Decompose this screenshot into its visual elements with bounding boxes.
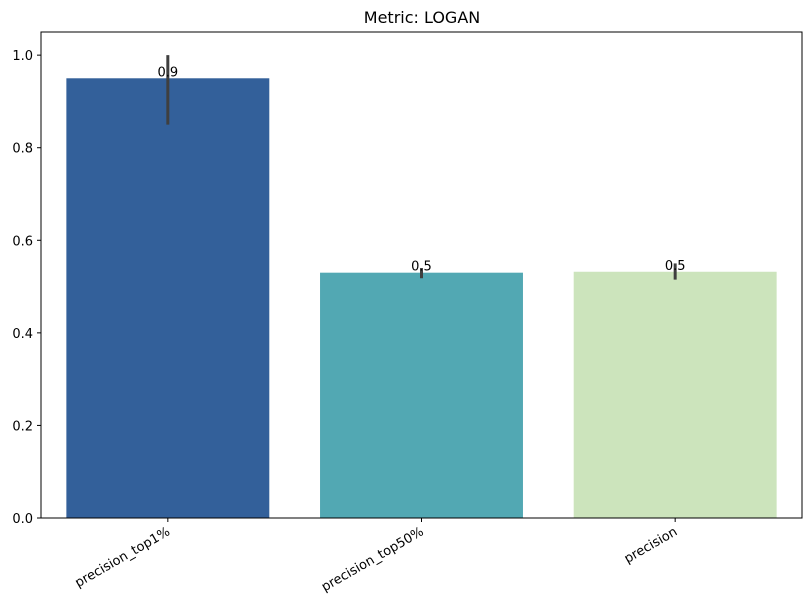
y-tick-label-1: 0.0 bbox=[12, 512, 33, 527]
y-tick-label-3: 0.4 bbox=[12, 327, 33, 342]
bar-2 bbox=[320, 272, 523, 518]
bars-layer bbox=[66, 78, 777, 519]
y-tick-label-4: 0.6 bbox=[12, 234, 33, 249]
x-tick-label-1: precision_top1% bbox=[73, 524, 173, 591]
y-tick-label-6: 1.0 bbox=[12, 49, 33, 64]
data-labels-layer: 0.9 0.5 0.5 bbox=[157, 65, 685, 274]
data-label-3: 0.5 bbox=[665, 259, 686, 274]
data-label-1: 0.9 bbox=[157, 65, 178, 80]
chart-title: Metric: LOGAN bbox=[364, 8, 480, 27]
error-bars-layer bbox=[166, 55, 677, 280]
plot-frame bbox=[40, 31, 803, 519]
x-tick-label-3: precision bbox=[622, 524, 680, 566]
data-label-2: 0.5 bbox=[411, 260, 432, 275]
y-tick-label-2: 0.2 bbox=[12, 419, 33, 434]
y-tick-label-5: 0.8 bbox=[12, 142, 33, 157]
bar-1 bbox=[66, 78, 270, 519]
x-tick-label-2: precision_top50% bbox=[319, 524, 426, 595]
bar-3 bbox=[573, 271, 777, 518]
